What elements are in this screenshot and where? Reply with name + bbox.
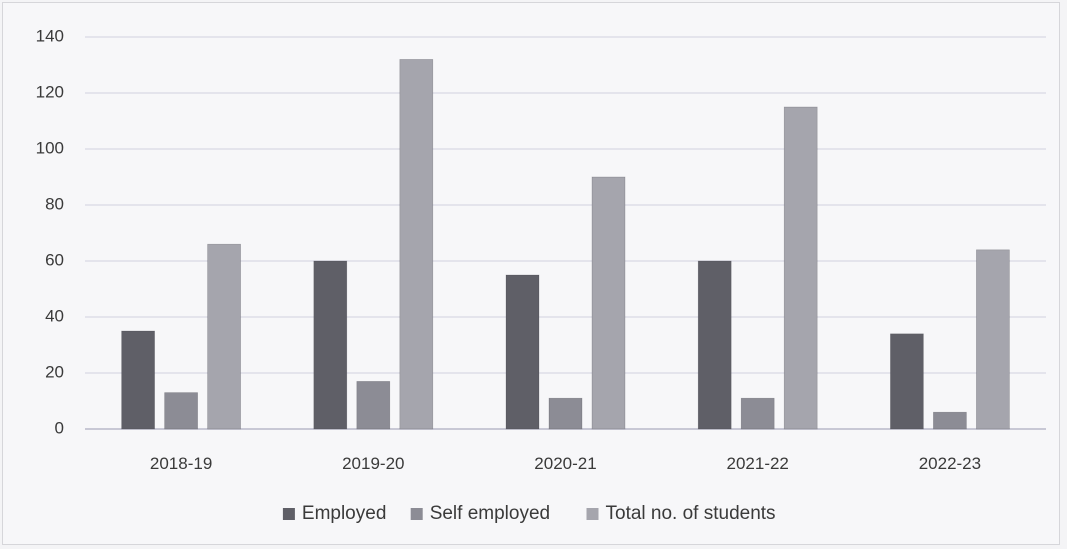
- x-tick-label: 2022-23: [919, 454, 981, 473]
- bar-employed-2019-20: [313, 260, 348, 430]
- legend: Employed Self employed Total no. of studen…: [282, 503, 776, 524]
- legend-swatch-employed: [282, 508, 295, 520]
- legend-label: Self employed: [430, 503, 550, 524]
- bar-total-no-of-students-2018-19: [207, 243, 241, 430]
- bar-self-employed-2019-20: [356, 381, 391, 430]
- y-tick-label: 40: [45, 306, 64, 325]
- bar-employed-2021-22: [697, 260, 732, 430]
- x-axis-ticks: 2018-19 2019-20 2020-21 2021-22 2022-23: [150, 454, 981, 473]
- bar-self-employed-2021-22: [740, 397, 775, 430]
- legend-label: Total no. of students: [606, 503, 776, 524]
- bar-employed-2018-19: [121, 330, 155, 430]
- gridlines: [85, 36, 1046, 430]
- bar-employed-2022-23: [890, 333, 924, 430]
- bar-total-no-of-students-2021-22: [783, 106, 818, 430]
- y-tick-label: 140: [36, 26, 64, 45]
- bar-total-no-of-students-2019-20: [399, 59, 434, 430]
- x-tick-label: 2018-19: [150, 454, 212, 473]
- legend-swatch-self-employed: [410, 508, 423, 520]
- y-tick-label: 120: [36, 82, 64, 101]
- bar-employed-2020-21: [505, 274, 540, 430]
- y-tick-label: 20: [45, 362, 64, 381]
- y-tick-label: 0: [55, 418, 64, 437]
- legend-swatch-total-no-of-students: [586, 508, 599, 520]
- bars: [121, 59, 1010, 430]
- bar-total-no-of-students-2020-21: [591, 176, 626, 430]
- y-tick-label: 100: [36, 138, 64, 157]
- y-tick-label: 80: [45, 194, 64, 213]
- x-tick-label: 2020-21: [534, 454, 596, 473]
- x-tick-label: 2019-20: [342, 454, 404, 473]
- bar-self-employed-2020-21: [548, 397, 583, 430]
- x-tick-label: 2021-22: [727, 454, 789, 473]
- y-axis-ticks: 0 20 40 60 80 100 120 140: [36, 26, 64, 437]
- bar-total-no-of-students-2022-23: [976, 249, 1010, 430]
- legend-label: Employed: [302, 503, 387, 524]
- bar-self-employed-2018-19: [164, 392, 198, 430]
- bar-self-employed-2022-23: [933, 411, 967, 430]
- y-tick-label: 60: [45, 250, 64, 269]
